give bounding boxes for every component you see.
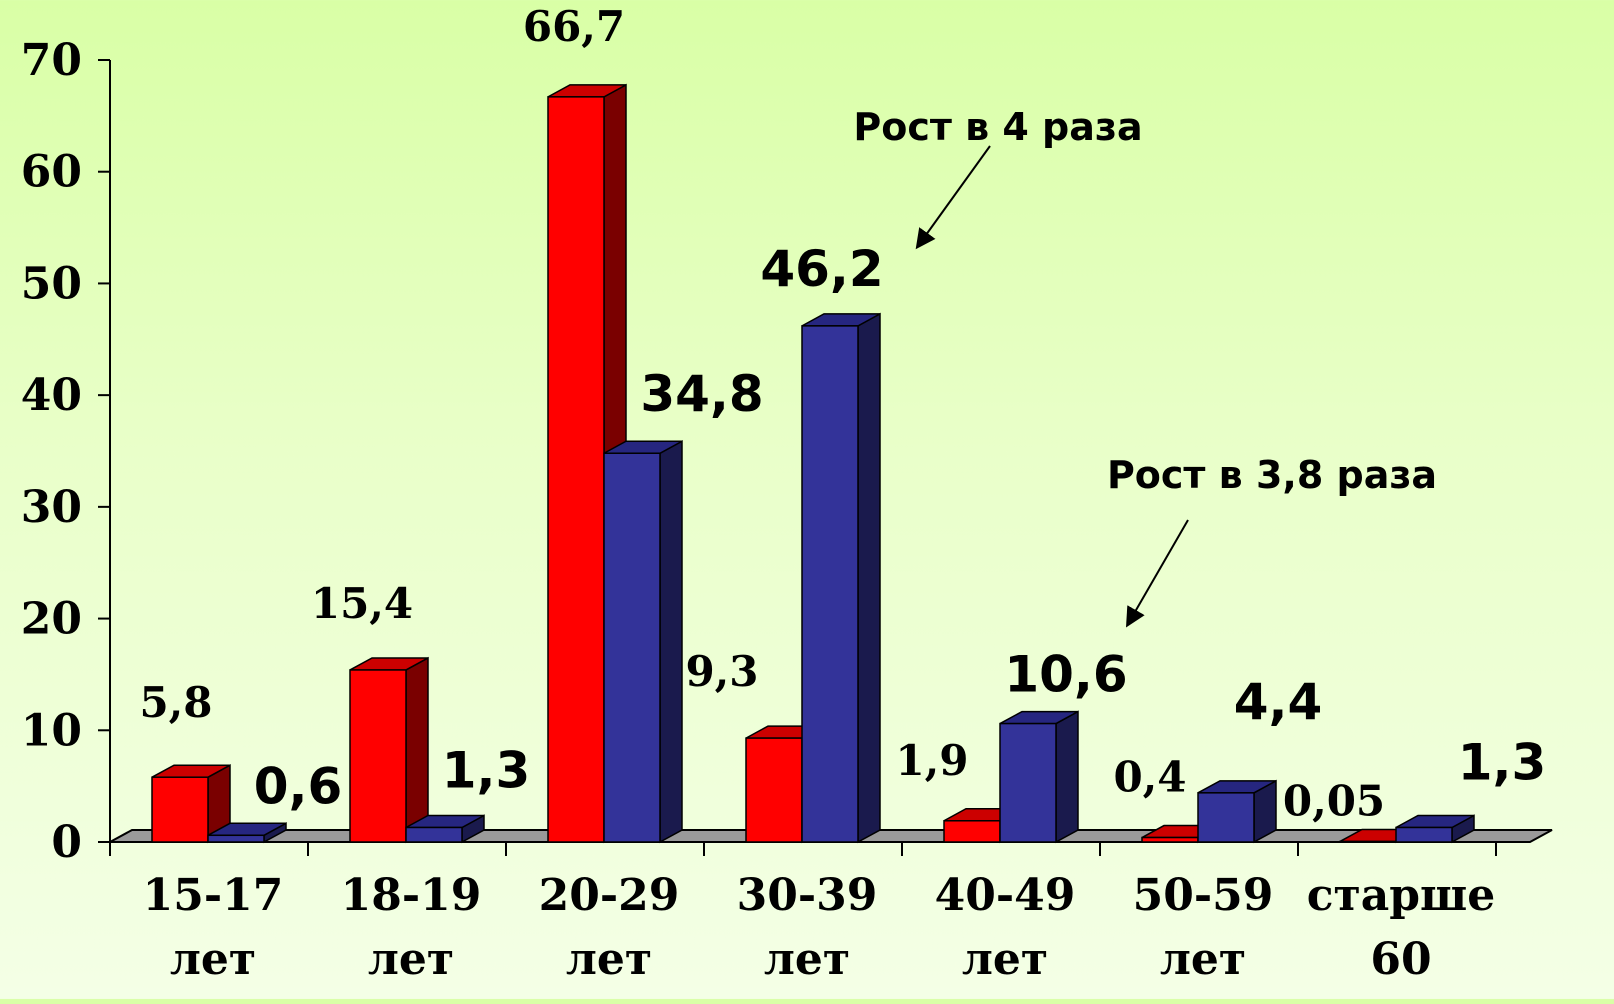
y-tick-label: 10 bbox=[21, 705, 82, 756]
bar-series-2 bbox=[405, 814, 485, 844]
x-category-label: лет bbox=[764, 934, 850, 985]
annotation-arrow bbox=[1126, 519, 1189, 628]
annotation-label: Рост в 4 раза bbox=[853, 105, 1142, 149]
y-tick-label: 70 bbox=[21, 35, 82, 86]
annotation-label: Рост в 3,8 раза bbox=[1107, 453, 1437, 497]
data-label: 34,8 bbox=[640, 365, 763, 423]
x-category-label: лет bbox=[962, 934, 1048, 985]
y-tick-label: 40 bbox=[21, 370, 82, 421]
x-category-label: лет bbox=[566, 934, 652, 985]
data-label: 0,05 bbox=[1283, 776, 1385, 825]
bar-front bbox=[1141, 836, 1199, 843]
y-tick-label: 0 bbox=[51, 817, 82, 868]
bar-front bbox=[1197, 792, 1255, 843]
bar-front bbox=[801, 325, 859, 843]
bar-series-2 bbox=[603, 439, 683, 844]
annotation-arrow bbox=[915, 145, 991, 250]
data-label: 0,4 bbox=[1113, 753, 1186, 802]
x-category-label: 18-19 bbox=[341, 870, 482, 921]
y-tick-label: 50 bbox=[21, 258, 82, 309]
x-category-label: старше bbox=[1307, 870, 1496, 921]
bar-series-2 bbox=[1395, 814, 1475, 844]
y-tick-label: 20 bbox=[21, 594, 82, 645]
bar-series-2 bbox=[1197, 779, 1277, 844]
data-label: 0,6 bbox=[254, 757, 343, 815]
x-category-label: 50-59 bbox=[1133, 870, 1274, 921]
data-label: 1,3 bbox=[1458, 733, 1547, 791]
bar-front bbox=[603, 452, 661, 843]
bar-front bbox=[151, 776, 209, 843]
data-label: 10,6 bbox=[1004, 646, 1127, 704]
x-category-label: лет bbox=[170, 934, 256, 985]
bar-front bbox=[349, 669, 407, 843]
bar-side bbox=[857, 312, 881, 844]
bar-front bbox=[207, 834, 265, 843]
data-label: 66,7 bbox=[523, 2, 625, 51]
bar-front bbox=[999, 722, 1057, 843]
bar-series-2 bbox=[207, 822, 287, 844]
y-tick-label: 30 bbox=[21, 482, 82, 533]
data-label: 1,3 bbox=[442, 741, 531, 799]
x-category-label: 30-39 bbox=[737, 870, 878, 921]
x-category-label: 60 bbox=[1370, 934, 1431, 985]
x-category-label: лет bbox=[368, 934, 454, 985]
bar-side bbox=[659, 439, 683, 844]
x-category-label: 40-49 bbox=[935, 870, 1076, 921]
bar-front bbox=[547, 96, 605, 843]
bar-series-1 bbox=[349, 656, 429, 844]
data-label: 5,8 bbox=[139, 678, 212, 727]
data-label: 46,2 bbox=[760, 240, 883, 298]
bar-series-2 bbox=[999, 710, 1079, 844]
data-label: 4,4 bbox=[1234, 673, 1323, 731]
bar-front bbox=[745, 737, 803, 843]
bar-side bbox=[1055, 710, 1079, 844]
bar-series-2 bbox=[801, 312, 881, 844]
x-category-label: 15-17 bbox=[143, 870, 284, 921]
y-tick-label: 60 bbox=[21, 147, 82, 198]
data-label: 15,4 bbox=[311, 579, 413, 628]
bar-front bbox=[1395, 826, 1453, 843]
bar-front bbox=[943, 820, 1001, 843]
data-label: 9,3 bbox=[685, 647, 758, 696]
bar-series-1 bbox=[943, 807, 1023, 844]
bar-side bbox=[405, 656, 429, 844]
data-label: 1,9 bbox=[895, 736, 968, 785]
bar-front bbox=[405, 826, 463, 843]
x-category-label: лет bbox=[1160, 934, 1246, 985]
x-category-label: 20-29 bbox=[539, 870, 680, 921]
bar-front bbox=[1339, 840, 1397, 843]
